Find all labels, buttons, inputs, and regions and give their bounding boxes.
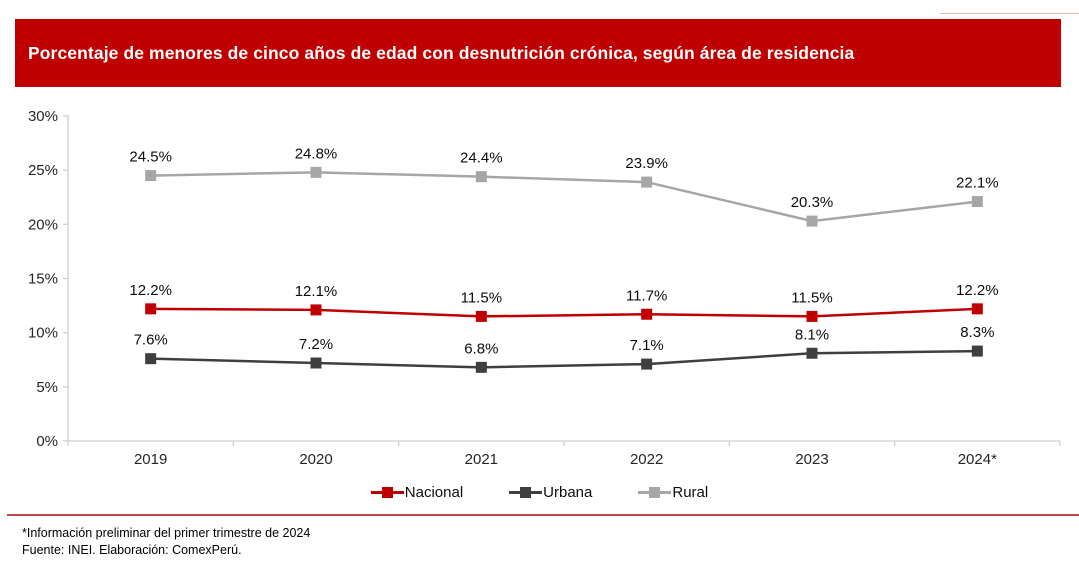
y-tick-label: 15% bbox=[28, 271, 58, 288]
data-label: 12.1% bbox=[295, 283, 338, 300]
footnote-preliminary: *Información preliminar del primer trime… bbox=[22, 526, 311, 540]
data-label: 7.2% bbox=[299, 336, 333, 353]
data-label: 23.9% bbox=[625, 155, 668, 172]
y-tick-label: 25% bbox=[28, 162, 58, 179]
chart-title: Porcentaje de menores de cinco años de e… bbox=[28, 42, 855, 63]
data-point-marker bbox=[475, 310, 487, 322]
legend-square-icon bbox=[381, 486, 393, 498]
data-label: 7.1% bbox=[630, 337, 664, 354]
x-tick-label: 2020 bbox=[299, 451, 332, 468]
footnote-source: Fuente: INEI. Elaboración: ComexPerú. bbox=[22, 543, 242, 557]
data-label: 24.8% bbox=[295, 145, 338, 162]
data-label: 8.1% bbox=[795, 326, 829, 343]
data-point-marker bbox=[806, 215, 818, 227]
legend-item-nacional: Nacional bbox=[370, 484, 464, 501]
x-tick-label: 2023 bbox=[795, 451, 828, 468]
legend-label: Nacional bbox=[404, 484, 464, 501]
data-point-marker bbox=[641, 308, 653, 320]
legend-label: Urbana bbox=[543, 484, 593, 501]
data-label: 12.2% bbox=[129, 282, 172, 299]
data-point-marker bbox=[310, 304, 322, 316]
footer-divider bbox=[7, 514, 1079, 516]
chart-legend: Nacional Urbana Rural bbox=[0, 484, 1079, 501]
data-label: 22.1% bbox=[956, 175, 999, 192]
y-tick-label: 30% bbox=[28, 108, 58, 125]
series-line-nacional bbox=[150, 307, 978, 318]
data-point-marker bbox=[475, 171, 487, 183]
line-chart-canvas: 0% 5% 10% 15% 20% 25% 30% 2019 2020 2021 2022 2023 2… bbox=[28, 108, 1061, 468]
data-label: 8.3% bbox=[960, 324, 994, 341]
data-label: 7.6% bbox=[134, 332, 168, 349]
y-tick-label: 10% bbox=[28, 325, 58, 342]
legend-marker-icon bbox=[370, 486, 404, 498]
x-tick-label: 2019 bbox=[134, 451, 167, 468]
y-tick-label: 20% bbox=[28, 216, 58, 233]
data-point-marker bbox=[971, 345, 983, 357]
series-line-rural bbox=[150, 171, 978, 223]
data-point-marker bbox=[641, 358, 653, 370]
data-label: 12.2% bbox=[956, 282, 999, 299]
series-line-urbana bbox=[150, 349, 978, 369]
data-point-marker bbox=[475, 361, 487, 373]
data-point-marker bbox=[145, 170, 157, 182]
chart-title-banner: Porcentaje de menores de cinco años de e… bbox=[15, 19, 1061, 87]
data-label: 11.5% bbox=[461, 289, 502, 306]
x-tick-label: 2024* bbox=[958, 451, 997, 468]
legend-square-icon bbox=[520, 486, 532, 498]
legend-marker-icon bbox=[638, 486, 672, 498]
data-point-marker bbox=[145, 353, 157, 365]
data-point-marker bbox=[971, 196, 983, 208]
data-label: 11.5% bbox=[791, 289, 832, 306]
top-divider-line bbox=[940, 13, 1079, 14]
data-point-marker bbox=[145, 303, 157, 315]
legend-item-rural: Rural bbox=[638, 484, 708, 501]
x-tick-label: 2021 bbox=[465, 451, 498, 468]
legend-square-icon bbox=[649, 486, 661, 498]
data-label: 24.4% bbox=[460, 150, 503, 167]
data-point-marker bbox=[641, 176, 653, 188]
legend-item-urbana: Urbana bbox=[509, 484, 592, 501]
y-tick-label: 5% bbox=[36, 379, 58, 396]
data-label: 11.7% bbox=[626, 287, 667, 304]
y-tick-label: 0% bbox=[36, 433, 58, 450]
data-point-marker bbox=[806, 310, 818, 322]
data-label: 20.3% bbox=[791, 194, 834, 211]
data-point-marker bbox=[310, 357, 322, 369]
data-label: 6.8% bbox=[464, 340, 498, 357]
legend-marker-icon bbox=[509, 486, 543, 498]
data-point-marker bbox=[806, 347, 818, 359]
legend-label: Rural bbox=[672, 484, 709, 501]
data-point-marker bbox=[971, 303, 983, 315]
data-label: 24.5% bbox=[129, 149, 172, 166]
x-tick-label: 2022 bbox=[630, 451, 663, 468]
data-point-marker bbox=[310, 166, 322, 178]
